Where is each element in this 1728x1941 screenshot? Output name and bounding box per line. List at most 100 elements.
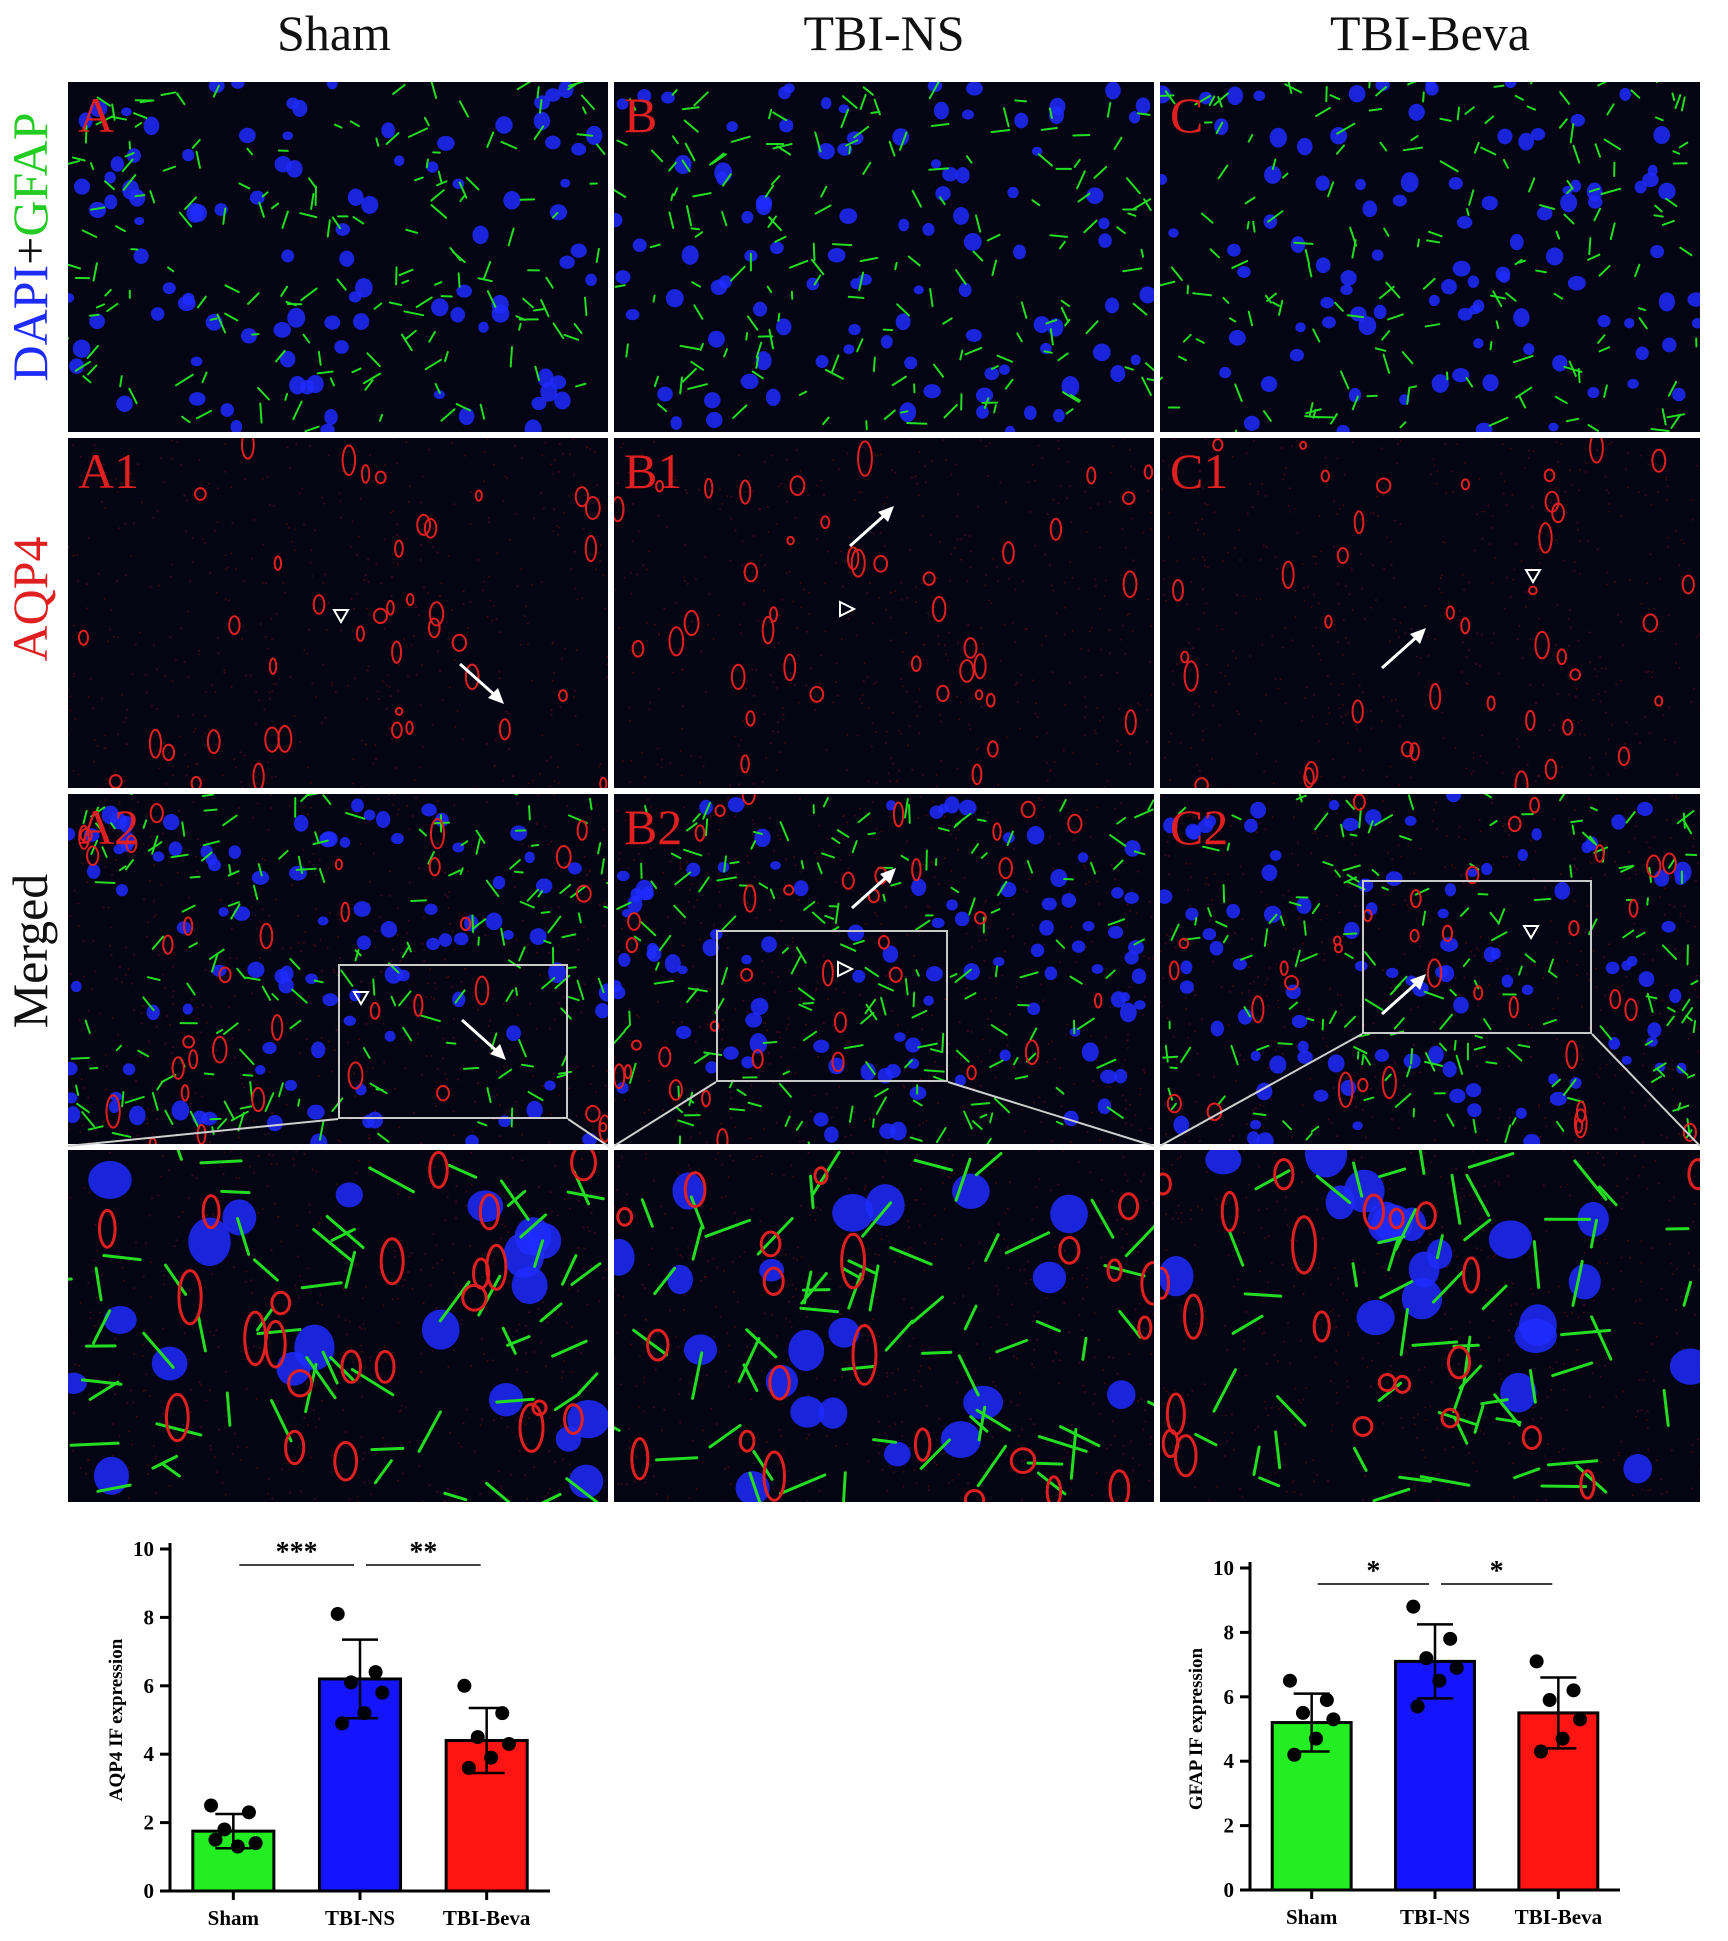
data-point: [1533, 1744, 1548, 1759]
y-tick-label: 2: [1224, 1814, 1235, 1838]
data-point: [335, 1716, 350, 1731]
data-point: [208, 1832, 223, 1847]
data-point: [1319, 1693, 1334, 1708]
data-point: [1443, 1631, 1458, 1646]
data-point: [204, 1798, 219, 1813]
y-axis-label: AQP4 IF expression: [106, 1638, 127, 1801]
data-point: [1326, 1712, 1341, 1727]
data-point: [217, 1822, 232, 1837]
panel-label: C1: [1170, 443, 1229, 499]
data-point: [1573, 1712, 1588, 1727]
data-point: [1282, 1673, 1297, 1688]
panel-merged-tbi-beva: C2: [1160, 794, 1700, 1144]
chart-aqp4: 0 2 4 6 8 10 AQP4 IF expression Sham TBI-NS TBI-B…: [106, 1537, 550, 1930]
data-point: [470, 1730, 485, 1745]
x-tick-label: TBI-NS: [1400, 1905, 1470, 1929]
arrow-icon: [848, 506, 894, 548]
y-tick-label: 6: [1224, 1685, 1235, 1709]
data-point: [248, 1836, 263, 1851]
panel-label: A: [78, 87, 115, 143]
data-point: [1309, 1731, 1324, 1746]
x-tick-label: TBI-NS: [325, 1906, 395, 1930]
panel-label: C2: [1170, 799, 1229, 855]
y-tick-label: 4: [144, 1742, 155, 1766]
data-point: [461, 1760, 476, 1775]
y-tick-label: 2: [144, 1811, 155, 1835]
data-point: [501, 1736, 516, 1751]
data-point: [457, 1678, 472, 1693]
panel-label: B2: [624, 799, 683, 855]
chart-gfap: 0 2 4 6 8 10 GFAP IF expression Sham TBI-NS TBI-B…: [1186, 1556, 1620, 1929]
y-axis-label: GFAP IF expression: [1186, 1647, 1207, 1810]
micrograph-texture: [68, 794, 608, 1144]
inset-box: [716, 930, 948, 1082]
column-title-tbi-beva: TBI-Beva: [1330, 5, 1530, 61]
significance-label: **: [409, 1537, 437, 1568]
row-label-plus: +: [2, 236, 58, 265]
data-point: [1566, 1683, 1581, 1698]
x-tick-label: TBI-Beva: [1515, 1905, 1603, 1929]
data-point: [1419, 1651, 1434, 1666]
x-tick-label: Sham: [1286, 1905, 1338, 1929]
panel-merged-tbi-ns: B2: [614, 794, 1154, 1144]
data-point: [484, 1750, 499, 1765]
panel-dapi-gfap-sham: A: [68, 82, 608, 432]
y-tick-label: 10: [1213, 1556, 1234, 1580]
column-title-tbi-ns: TBI-NS: [803, 5, 965, 61]
panel-dapi-gfap-tbi-ns: B: [614, 82, 1154, 432]
row-label-dapi: DAPI: [2, 264, 58, 382]
micrograph-texture: [68, 438, 608, 788]
panel-label: B: [624, 87, 658, 143]
column-title-sham: Sham: [277, 5, 391, 61]
arrow-icon: [1380, 628, 1426, 670]
micrograph-texture: [614, 82, 1154, 432]
panel-zoom-sham: [68, 1150, 608, 1502]
panel-aqp4-tbi-ns: B1: [614, 438, 1154, 788]
arrow-icon: [460, 1018, 506, 1060]
y-tick-label: 4: [1224, 1749, 1235, 1773]
data-point: [1432, 1673, 1447, 1688]
data-point: [1555, 1731, 1570, 1746]
data-point: [1449, 1660, 1464, 1675]
x-tick-label: TBI-Beva: [443, 1906, 531, 1930]
panel-zoom-tbi-ns: [614, 1150, 1154, 1502]
y-tick-label: 0: [144, 1879, 155, 1903]
inset-box: [338, 964, 568, 1119]
micrograph-texture: [1160, 1150, 1700, 1502]
panel-dapi-gfap-tbi-beva: C: [1160, 82, 1700, 432]
data-point: [1406, 1599, 1421, 1614]
data-point: [495, 1706, 510, 1721]
arrow-icon: [850, 868, 896, 910]
arrow-icon: [1380, 974, 1426, 1016]
micrograph-texture: [68, 1150, 608, 1502]
panel-label: C: [1170, 87, 1204, 143]
arrow-icon: [458, 662, 504, 704]
row-label-aqp4: AQP4: [2, 536, 58, 662]
significance-label: ***: [276, 1537, 318, 1568]
data-point: [375, 1685, 390, 1700]
row-label-merged: Merged: [2, 873, 58, 1029]
data-point: [330, 1606, 345, 1621]
data-point: [1529, 1654, 1544, 1669]
row-label-dapi-gfap: DAPI+GFAP: [1, 107, 59, 387]
x-tick-label: Sham: [208, 1906, 260, 1930]
panel-label: B1: [624, 443, 683, 499]
significance-label: *: [1490, 1556, 1504, 1587]
arrowhead-triangle-icon: [839, 600, 856, 618]
y-tick-label: 8: [144, 1605, 155, 1629]
data-point: [1295, 1705, 1310, 1720]
y-tick-label: 0: [1224, 1878, 1235, 1902]
panel-aqp4-tbi-beva: C1: [1160, 438, 1700, 788]
data-point: [357, 1706, 372, 1721]
micrograph-texture: [1161, 438, 1700, 788]
y-tick-label: 8: [1224, 1620, 1235, 1644]
data-point: [344, 1675, 359, 1690]
data-point: [1287, 1747, 1302, 1762]
micrograph-texture: [614, 794, 1154, 1144]
micrograph-texture: [614, 1150, 1154, 1502]
data-point: [368, 1665, 383, 1680]
panel-aqp4-sham: A1: [68, 438, 608, 788]
arrowhead-triangle-icon: [332, 609, 350, 624]
panel-merged-sham: A2: [68, 794, 608, 1144]
data-point: [1410, 1699, 1425, 1714]
